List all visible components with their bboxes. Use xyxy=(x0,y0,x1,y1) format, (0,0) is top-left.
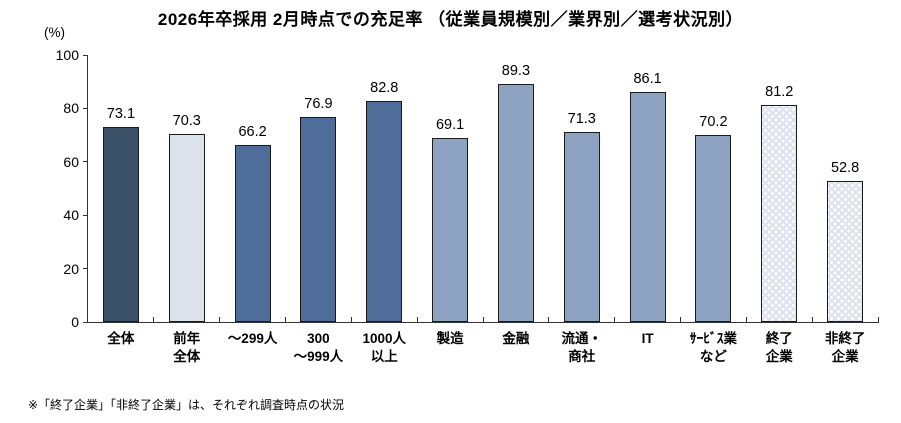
y-axis-unit-label: (%) xyxy=(44,25,65,40)
bar xyxy=(827,181,864,322)
x-axis-line xyxy=(87,322,879,323)
x-axis-label-line: 企業 xyxy=(831,349,859,364)
bar xyxy=(366,100,403,322)
bar-value-label: 71.3 xyxy=(567,110,596,127)
x-axis-label-line: など xyxy=(699,349,727,364)
x-axis-label-line: 製造 xyxy=(436,331,464,346)
chart-title: 2026年卒採用 2月時点での充足率 （従業員規模別／業界別／選考状況別） xyxy=(157,10,744,29)
x-axis-label-line: 企業 xyxy=(765,349,793,364)
x-axis-label: 流通・ 商社 xyxy=(534,330,630,366)
bar-value-label: 82.8 xyxy=(370,79,399,96)
x-axis-label: IT xyxy=(600,330,696,348)
x-axis-label: ｻｰﾋﾞｽ業 など xyxy=(665,330,761,366)
x-axis-tick xyxy=(811,317,813,322)
x-axis-label-line: ｻｰﾋﾞｽ業 xyxy=(689,331,738,346)
bar xyxy=(168,134,205,322)
bar xyxy=(102,126,139,322)
chart-footnote: ※「終了企業」「非終了企業」は、それぞれ調査時点の状況 xyxy=(28,398,345,412)
x-axis-tick xyxy=(482,317,484,322)
y-axis-tick-label: 40 xyxy=(63,207,79,224)
x-axis-label: 300 ～999人 xyxy=(270,330,366,366)
bar xyxy=(563,131,600,322)
y-axis-tick xyxy=(83,161,88,163)
y-axis-tick xyxy=(83,321,88,323)
bar-value-label: 76.9 xyxy=(304,95,333,112)
bar xyxy=(629,92,666,322)
x-axis-label-line: 非終了 xyxy=(824,331,866,346)
x-axis-label: 全体 xyxy=(73,330,169,348)
x-axis-tick xyxy=(219,317,221,322)
y-axis-tick-label: 0 xyxy=(71,314,79,330)
y-axis-tick xyxy=(83,214,88,216)
x-axis-label-line: 金融 xyxy=(502,331,530,346)
bar-value-label: 73.1 xyxy=(106,105,136,122)
x-axis-tick xyxy=(745,317,747,322)
x-axis-label: 1000人以上 xyxy=(336,330,432,366)
x-axis-label-line: IT xyxy=(641,331,654,346)
x-axis-tick xyxy=(877,317,879,322)
x-axis-label-line: 商社 xyxy=(568,349,596,364)
bar-value-label: 66.2 xyxy=(238,124,267,141)
x-axis-label: 前年 全体 xyxy=(139,330,235,366)
bar xyxy=(497,83,534,322)
x-axis-label: ～299人 xyxy=(205,330,301,348)
y-axis-tick-label: 60 xyxy=(63,153,79,170)
x-axis-tick xyxy=(285,317,286,322)
bar-value-label: 86.1 xyxy=(633,71,662,88)
x-axis-label-line: 全体 xyxy=(107,331,135,346)
x-axis-tick xyxy=(416,317,418,322)
bar xyxy=(432,137,469,322)
x-axis-label: 製造 xyxy=(402,330,498,348)
x-axis-label-line: ～299人 xyxy=(227,331,278,346)
x-axis-tick xyxy=(548,317,550,322)
bar-value-label: 69.1 xyxy=(435,116,465,133)
y-axis-tick-label: 100 xyxy=(55,47,79,63)
x-axis-tick xyxy=(350,317,352,322)
y-axis-tick xyxy=(83,54,88,56)
bar xyxy=(761,105,798,322)
bar-value-label: 52.8 xyxy=(830,160,860,177)
y-axis-tick-label: 20 xyxy=(63,260,79,277)
x-axis-tick xyxy=(680,317,681,322)
x-axis-tick xyxy=(153,317,155,322)
x-axis-label-line: 流通・ xyxy=(561,331,603,346)
x-axis-label-line: 全体 xyxy=(173,349,201,364)
bar xyxy=(695,134,732,322)
x-axis-label-line: 終了 xyxy=(765,331,793,346)
x-axis-label: 金融 xyxy=(468,330,564,348)
x-axis-label-line: ～999人 xyxy=(293,349,344,364)
y-axis-tick-label: 80 xyxy=(63,100,79,117)
x-axis-label: 非終了 企業 xyxy=(797,330,893,366)
y-axis-line xyxy=(87,55,88,323)
bar-value-label: 70.2 xyxy=(699,113,728,130)
bar xyxy=(300,116,337,322)
x-axis-tick xyxy=(614,317,616,322)
bar-value-label: 81.2 xyxy=(765,84,794,101)
x-axis-label-line: 以上 xyxy=(370,349,398,364)
x-axis-label-line: 300 xyxy=(307,331,330,346)
bar-value-label: 89.3 xyxy=(501,62,531,79)
x-axis-label: 終了 企業 xyxy=(731,330,827,366)
y-axis-tick xyxy=(83,107,88,109)
bar xyxy=(234,145,271,322)
x-axis-label-line: 1000人 xyxy=(362,331,407,346)
bar-value-label: 70.3 xyxy=(172,113,201,130)
x-axis-label-line: 前年 xyxy=(173,331,201,346)
y-axis-tick xyxy=(83,268,88,270)
